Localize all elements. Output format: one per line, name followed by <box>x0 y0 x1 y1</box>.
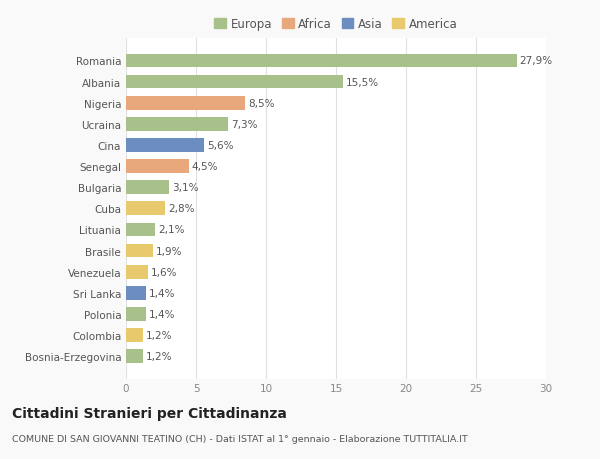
Text: 1,2%: 1,2% <box>146 330 172 340</box>
Text: 2,8%: 2,8% <box>168 204 194 214</box>
Bar <box>126 76 343 89</box>
Text: 3,1%: 3,1% <box>172 183 199 193</box>
Text: 4,5%: 4,5% <box>192 162 218 172</box>
Text: 1,6%: 1,6% <box>151 267 178 277</box>
Bar <box>126 350 143 363</box>
Bar <box>126 202 165 216</box>
Text: 7,3%: 7,3% <box>231 119 257 129</box>
Text: 1,4%: 1,4% <box>148 309 175 319</box>
Text: 1,4%: 1,4% <box>148 288 175 298</box>
Bar <box>126 286 146 300</box>
Text: 2,1%: 2,1% <box>158 225 185 235</box>
Bar <box>126 96 245 110</box>
Bar <box>126 265 148 279</box>
Bar <box>126 160 189 174</box>
Text: 1,2%: 1,2% <box>146 352 172 361</box>
Text: 1,9%: 1,9% <box>155 246 182 256</box>
Text: 8,5%: 8,5% <box>248 99 274 108</box>
Text: 15,5%: 15,5% <box>346 78 379 87</box>
Bar <box>126 181 169 195</box>
Bar <box>126 244 152 258</box>
Text: Cittadini Stranieri per Cittadinanza: Cittadini Stranieri per Cittadinanza <box>12 406 287 420</box>
Bar <box>126 308 146 321</box>
Text: 27,9%: 27,9% <box>520 56 553 66</box>
Bar <box>126 139 205 152</box>
Legend: Europa, Africa, Asia, America: Europa, Africa, Asia, America <box>212 16 460 34</box>
Bar <box>126 223 155 237</box>
Bar <box>126 55 517 68</box>
Text: 5,6%: 5,6% <box>207 140 234 151</box>
Bar <box>126 329 143 342</box>
Text: COMUNE DI SAN GIOVANNI TEATINO (CH) - Dati ISTAT al 1° gennaio - Elaborazione TU: COMUNE DI SAN GIOVANNI TEATINO (CH) - Da… <box>12 434 468 443</box>
Bar <box>126 118 228 131</box>
